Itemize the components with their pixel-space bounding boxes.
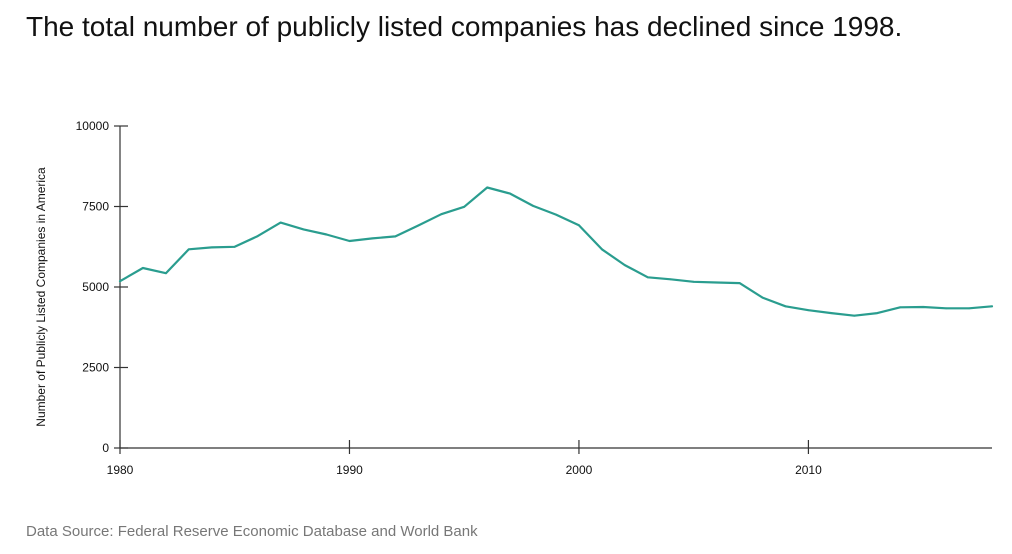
data-point (807, 309, 810, 312)
data-point (509, 192, 511, 195)
data-point (968, 307, 970, 310)
y-tick-label: 0 (102, 441, 109, 455)
data-point (623, 264, 626, 266)
data-point (830, 312, 833, 314)
y-tick-label: 7500 (82, 200, 109, 214)
x-axis: 1980 1990 2000 2010 (107, 440, 992, 477)
data-point (945, 307, 947, 310)
data-point (715, 281, 718, 284)
data-point (899, 306, 902, 309)
data-point (165, 272, 167, 275)
data-point (738, 282, 741, 284)
data-source-note: Data Source: Federal Reserve Economic Da… (26, 523, 478, 540)
data-point (142, 267, 144, 269)
data-point (233, 245, 236, 248)
data-point (256, 235, 259, 238)
data-point (601, 248, 603, 251)
page-title: The total number of publicly listed comp… (26, 11, 903, 42)
x-tick-label: 2010 (795, 463, 822, 477)
data-point (417, 224, 420, 227)
y-tick-label: 5000 (82, 280, 109, 294)
data-point (210, 246, 213, 249)
y-tick-label: 10000 (76, 119, 110, 133)
data-point (853, 314, 856, 317)
data-point (486, 186, 489, 189)
data-point (532, 205, 534, 207)
data-point (692, 280, 695, 283)
data-point (991, 305, 993, 308)
data-point (187, 248, 190, 251)
series-layer (118, 186, 994, 317)
data-point (119, 280, 121, 283)
data-point (463, 205, 466, 208)
data-point (876, 312, 879, 314)
series-line (118, 186, 994, 317)
data-point (279, 221, 282, 224)
data-point (394, 235, 397, 238)
data-point (578, 224, 580, 227)
data-point (784, 305, 787, 308)
data-point (325, 233, 328, 236)
data-point (440, 213, 443, 216)
y-axis: 0 2500 5000 7500 10000 (76, 119, 128, 455)
data-point (646, 276, 649, 279)
y-axis-title: Number of Publicly Listed Companies in A… (34, 167, 48, 427)
data-point (555, 213, 557, 216)
data-point (922, 306, 925, 308)
x-tick-label: 1990 (336, 463, 363, 477)
data-point (348, 240, 351, 242)
x-tick-label: 2000 (566, 463, 593, 477)
x-tick-label: 1980 (107, 463, 134, 477)
data-point (302, 228, 305, 231)
y-tick-label: 2500 (82, 361, 109, 375)
data-point (371, 237, 374, 240)
data-point (761, 296, 764, 299)
data-point (669, 278, 672, 281)
